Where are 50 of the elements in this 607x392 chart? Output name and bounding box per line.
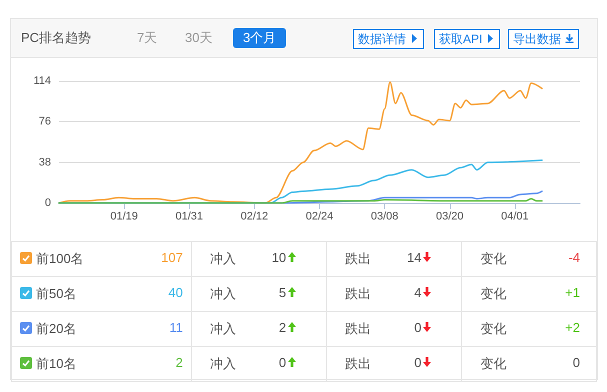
text: 冲入 xyxy=(210,356,236,371)
x-tick-label: 02/12 xyxy=(240,210,268,222)
x-tick-label: 03/08 xyxy=(370,210,398,222)
text: -4 xyxy=(568,250,580,265)
text: 冲入 xyxy=(210,321,236,336)
text: 导出数据 xyxy=(513,32,561,46)
text: 30天 xyxy=(185,29,212,47)
text: 跌出 xyxy=(345,251,372,266)
text: 3个月 xyxy=(233,28,286,48)
text: 14 xyxy=(407,250,422,265)
text: 跌出 xyxy=(345,356,372,371)
text: +2 xyxy=(565,320,580,335)
text: 4 xyxy=(414,285,422,300)
x-tick-label: 02/24 xyxy=(306,210,334,222)
text: 变化 xyxy=(480,321,506,336)
text: 5 xyxy=(278,285,286,300)
x-tick-label: 04/01 xyxy=(501,210,529,222)
text: 2 xyxy=(176,355,183,371)
legend-label: 前10名 xyxy=(36,356,76,371)
text: 2 xyxy=(278,320,286,335)
text: 10 xyxy=(272,250,286,265)
text: 数据详情 xyxy=(358,32,406,46)
x-tick-label: 03/20 xyxy=(436,210,464,222)
text: 107 xyxy=(161,250,183,266)
chart-title: PC排名趋势 xyxy=(21,29,92,47)
text: 11 xyxy=(169,320,183,336)
text: 冲入 xyxy=(210,286,236,301)
text: 冲入 xyxy=(210,251,236,266)
text: 变化 xyxy=(480,356,506,371)
text: 获取API xyxy=(439,32,482,46)
text: 跌出 xyxy=(345,321,372,336)
text: +1 xyxy=(565,285,580,300)
text: 0 xyxy=(572,355,580,370)
text: 0 xyxy=(278,355,286,370)
y-tick-label: 38 xyxy=(38,156,51,168)
text: 40 xyxy=(168,285,183,301)
legend-label: 前20名 xyxy=(36,321,76,336)
legend-label: 前50名 xyxy=(36,286,76,301)
y-tick-label: 114 xyxy=(33,75,51,87)
x-tick-label: 01/31 xyxy=(175,210,204,222)
legend-label: 前100名 xyxy=(36,251,84,266)
text: 变化 xyxy=(480,286,506,301)
text: 变化 xyxy=(480,251,506,266)
text: 7天 xyxy=(137,29,158,47)
text: 0 xyxy=(414,320,422,335)
text: 0 xyxy=(414,355,422,370)
text: 跌出 xyxy=(345,286,372,301)
y-tick-label: 0 xyxy=(44,197,51,209)
y-tick-label: 76 xyxy=(38,116,51,128)
x-tick-label: 01/19 xyxy=(110,210,138,222)
